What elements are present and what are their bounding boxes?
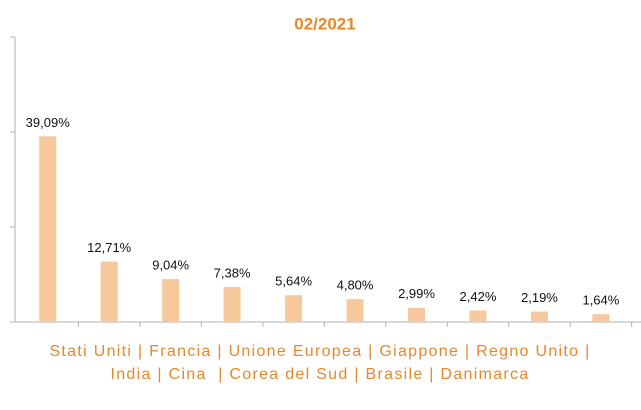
bar — [100, 261, 118, 322]
value-label: 5,64% — [275, 274, 312, 289]
value-label: 2,99% — [398, 286, 435, 301]
value-label: 7,38% — [214, 265, 251, 280]
value-label: 9,04% — [152, 257, 189, 272]
chart-title: 02/2021 — [294, 14, 355, 33]
value-label: 39,09% — [26, 115, 71, 130]
bar — [223, 286, 241, 322]
value-label: 12,71% — [87, 240, 132, 255]
bar — [162, 279, 180, 322]
bar — [530, 311, 548, 322]
value-label: 2,42% — [460, 289, 497, 304]
value-label: 2,19% — [521, 290, 558, 305]
bar — [39, 136, 57, 322]
bar — [408, 307, 426, 322]
value-label: 4,80% — [337, 278, 374, 293]
bar — [346, 299, 364, 322]
bar — [285, 295, 303, 322]
bar — [469, 310, 487, 322]
x-axis-label: Stati Uniti | Francia | Unione Europea |… — [49, 343, 597, 383]
value-label: 1,64% — [582, 293, 619, 308]
bar — [592, 314, 610, 322]
chart: 02/2021 39,09% 12,71% 9,04% 7,38% 5,64% 4,80%… — [10, 14, 641, 327]
